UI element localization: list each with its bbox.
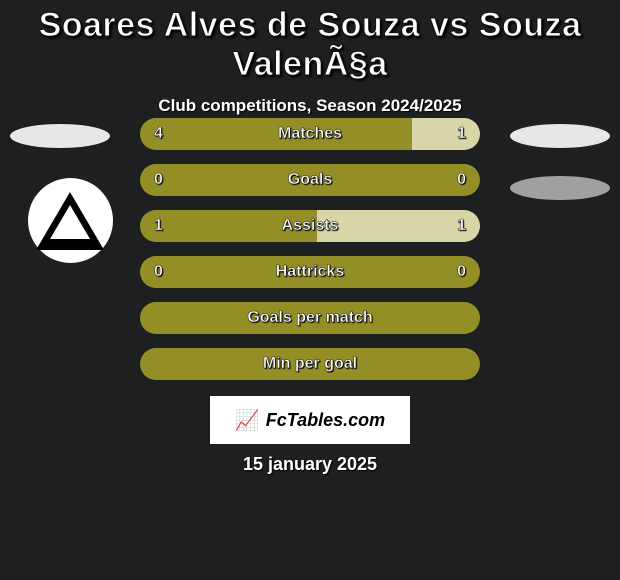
- bar-value-right: 1: [457, 125, 466, 143]
- bar-row: Assists11: [140, 210, 480, 242]
- bar-value-right: 0: [457, 171, 466, 189]
- bar-value-left: 0: [154, 263, 163, 281]
- brand-chart-icon: 📈: [235, 408, 260, 433]
- brand-text: FcTables.com: [266, 410, 385, 431]
- bar-left-segment: [140, 348, 480, 380]
- bar-value-left: 0: [154, 171, 163, 189]
- bar-right-segment: [412, 118, 480, 150]
- bar-value-left: 1: [154, 217, 163, 235]
- bar-row: Hattricks00: [140, 256, 480, 288]
- player-right-avatar-placeholder: [510, 124, 610, 148]
- player-left-avatar-placeholder: [10, 124, 110, 148]
- bar-value-right: 1: [457, 217, 466, 235]
- brand-box: 📈 FcTables.com: [210, 396, 410, 444]
- page-title: Soares Alves de Souza vs Souza ValenÃ§a: [0, 0, 620, 84]
- player-left-club-logo: [20, 178, 120, 263]
- bar-row: Goals00: [140, 164, 480, 196]
- bar-value-right: 0: [457, 263, 466, 281]
- bar-left-segment: [140, 118, 412, 150]
- bar-value-left: 4: [154, 125, 163, 143]
- player-right-club-placeholder: [510, 176, 610, 200]
- comparison-infographic: Soares Alves de Souza vs Souza ValenÃ§a …: [0, 0, 620, 580]
- club-logo-triangle-inner: [50, 205, 90, 239]
- bar-left-segment: [140, 164, 480, 196]
- bar-left-segment: [140, 302, 480, 334]
- bar-row: Min per goal: [140, 348, 480, 380]
- bar-row: Matches41: [140, 118, 480, 150]
- bars-container: Matches41Goals00Assists11Hattricks00Goal…: [140, 118, 480, 394]
- bar-left-segment: [140, 210, 317, 242]
- bar-right-segment: [317, 210, 480, 242]
- page-subtitle: Club competitions, Season 2024/2025: [0, 96, 620, 116]
- club-logo-circle: [28, 178, 113, 263]
- bar-row: Goals per match: [140, 302, 480, 334]
- bar-left-segment: [140, 256, 480, 288]
- date-line: 15 january 2025: [0, 454, 620, 475]
